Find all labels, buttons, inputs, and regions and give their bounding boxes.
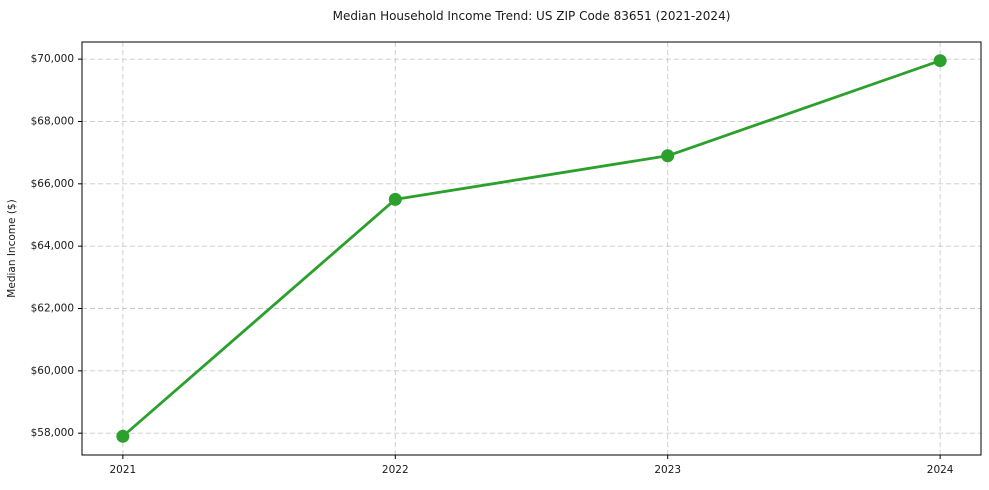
data-point-2021: [116, 429, 130, 443]
y-tick-label: $62,000: [31, 303, 74, 315]
data-point-2022: [388, 192, 402, 206]
chart-title: Median Household Income Trend: US ZIP Co…: [333, 9, 731, 23]
axis-ticks: [78, 58, 941, 459]
x-tick-label: 2023: [654, 464, 681, 476]
y-tick-label: $70,000: [31, 53, 74, 65]
gridlines: [82, 42, 981, 455]
data-point-2023: [661, 149, 675, 163]
y-tick-label: $66,000: [31, 178, 74, 190]
y-axis-label: Median Income ($): [6, 199, 18, 297]
x-tick-label: 2021: [109, 464, 136, 476]
plot-spines: [81, 41, 982, 456]
y-tick-label: $64,000: [31, 240, 74, 252]
y-tick-label: $60,000: [31, 365, 74, 377]
x-tick-label: 2022: [382, 464, 409, 476]
data-point-2024: [933, 54, 947, 68]
y-tick-label: $68,000: [31, 115, 74, 127]
y-tick-label: $58,000: [31, 427, 74, 439]
x-tick-label: 2024: [927, 464, 954, 476]
trend-line: [121, 59, 942, 438]
